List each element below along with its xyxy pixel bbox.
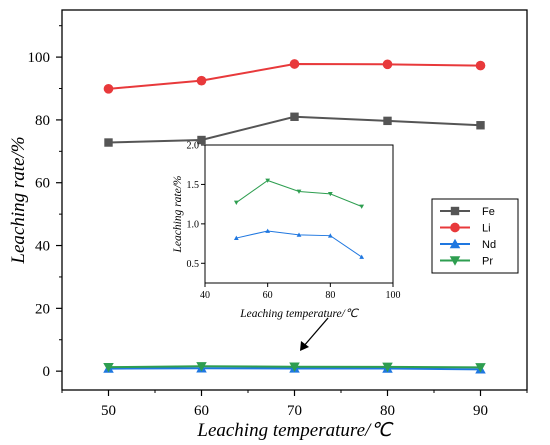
data-point-fe: [104, 138, 113, 147]
y-tick-label: 100: [28, 50, 51, 66]
legend-label-nd: Nd: [482, 239, 496, 251]
x-tick-label: 80: [380, 403, 395, 419]
legend-label-pr: Pr: [482, 256, 493, 268]
x-tick-label: 90: [473, 403, 488, 419]
data-point-li: [382, 59, 393, 70]
y-tick-label: 60: [35, 176, 50, 192]
data-point-fe: [197, 135, 206, 145]
arrow-shaft: [302, 317, 329, 348]
inset-data-point-pr: [327, 191, 333, 197]
inset-data-point-nd: [359, 254, 365, 259]
inset-data-point-nd: [296, 232, 302, 237]
arrow-head: [300, 341, 309, 351]
data-point-li: [289, 59, 300, 69]
inset-x-axis-label: Leaching temperature/℃: [239, 308, 360, 320]
main-plot: 50 60 70 80 90 0 20 40 60 80 100 Leaching temperatu…: [8, 9, 528, 441]
data-point-pr: [103, 362, 114, 373]
y-axis-label: Leaching rate/%: [8, 136, 29, 264]
data-point-li: [475, 60, 486, 71]
inset-data-point-pr: [296, 189, 302, 194]
inset-data-point-pr: [359, 204, 365, 209]
x-tick-label: 50: [101, 403, 116, 419]
data-point-pr: [382, 362, 393, 373]
data-point-fe: [476, 121, 485, 130]
y-tick-label: 20: [35, 301, 50, 317]
y-tick-label: 80: [35, 113, 50, 129]
inset-x-tick-label: 80: [325, 290, 335, 301]
data-point-li: [196, 75, 207, 86]
data-point-pr: [475, 363, 486, 373]
legend-marker-li: [450, 222, 460, 233]
inset-pointer-arrow: [300, 317, 329, 351]
inset-x-tick-label: 40: [200, 290, 210, 301]
inset-y-tick-label: 1.5: [187, 180, 200, 191]
data-point-pr: [289, 362, 300, 372]
legend: Fe Li Nd Pr: [431, 198, 519, 274]
legend-marker-fe: [450, 206, 460, 216]
inset-data-point-pr: [233, 200, 239, 205]
inset-y-tick-label: 1.0: [187, 219, 200, 230]
x-axis-label: Leaching temperature/℃: [196, 420, 394, 441]
inset-y-axis-label: Leaching rate/%: [172, 176, 184, 254]
data-point-li: [103, 83, 114, 94]
inset-x-tick-label: 100: [386, 290, 401, 301]
x-tick-label: 70: [287, 403, 302, 419]
inset-x-tick-label: 60: [263, 290, 273, 301]
inset-data-point-pr: [265, 178, 271, 183]
inset-plot: 40 60 80 100 0.5 1.0 1.5 2.0 Leaching temperatur…: [172, 141, 401, 321]
y-tick-label: 0: [43, 364, 51, 380]
inset-data-point-nd: [265, 228, 271, 233]
inset-data-point-nd: [327, 233, 333, 238]
x-tick-label: 60: [194, 403, 209, 419]
inset-data-point-nd: [233, 235, 239, 240]
data-point-fe: [290, 112, 299, 121]
y-tick-label: 40: [35, 239, 50, 255]
inset-frame: [204, 144, 394, 284]
data-point-pr: [196, 362, 207, 372]
data-point-fe: [383, 116, 392, 126]
legend-label-li: Li: [482, 223, 491, 235]
inset-y-tick-label: 2.0: [187, 141, 200, 152]
inset-y-tick-label: 0.5: [187, 259, 200, 270]
legend-label-fe: Fe: [482, 206, 495, 218]
legend-marker-nd: [449, 238, 461, 249]
legend-marker-pr: [449, 256, 461, 266]
